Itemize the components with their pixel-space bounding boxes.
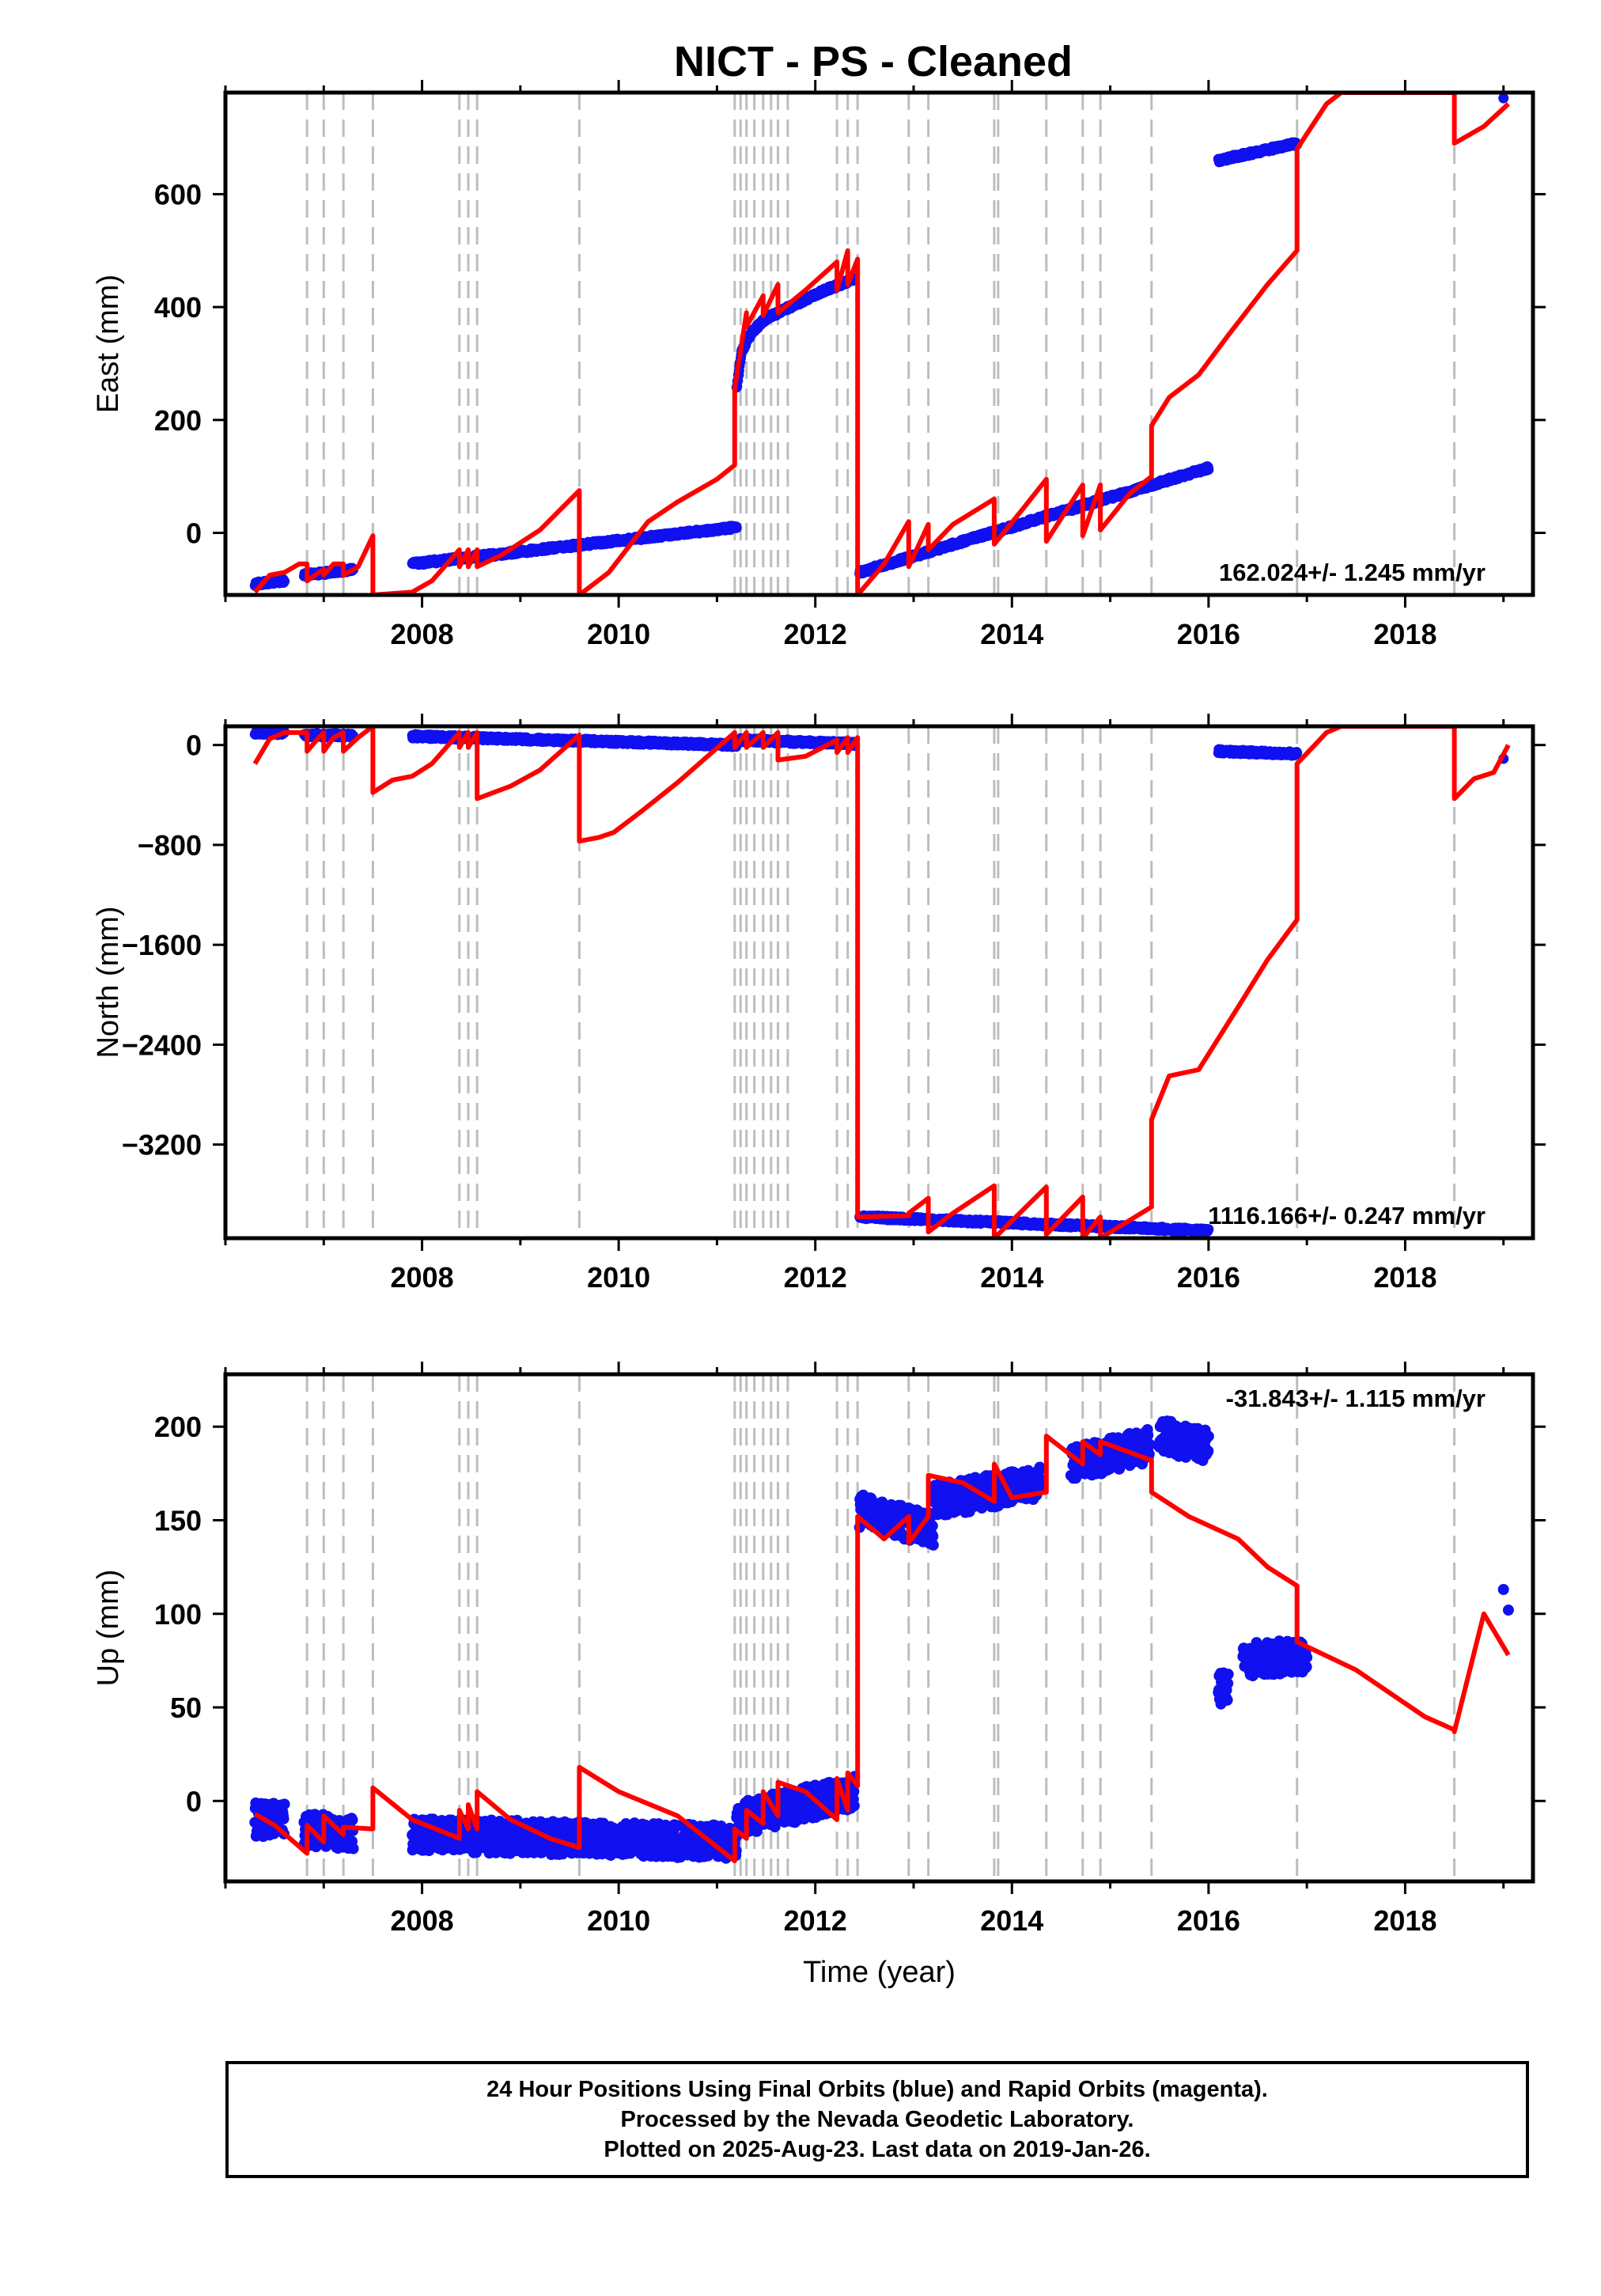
- observation-point: [279, 576, 290, 587]
- up-plot-area: [249, 1374, 1514, 1881]
- observation-point: [731, 522, 742, 533]
- x-tick-label: 2016: [1177, 618, 1240, 650]
- y-tick-label: 0: [186, 517, 202, 550]
- north-ylabel: North (mm): [92, 906, 125, 1058]
- x-tick-label: 2012: [784, 1261, 847, 1294]
- observation-point: [1498, 93, 1509, 104]
- east-rate-label: 162.024+/- 1.245 mm/yr: [1219, 559, 1486, 586]
- y-tick-label: −2400: [122, 1029, 202, 1061]
- y-tick-label: 600: [154, 178, 202, 210]
- x-tick-label: 2016: [1177, 1261, 1240, 1294]
- north-rate-label: 1116.166+/- 0.247 mm/yr: [1208, 1202, 1486, 1229]
- x-tick-label: 2008: [391, 1261, 454, 1294]
- observation-point: [1203, 1224, 1214, 1235]
- north-frame: [223, 724, 1535, 1241]
- observation-point: [278, 1813, 290, 1824]
- panel-east: 2008 2010 2012 2014 2016 2018 0 200 400 600 East (…: [92, 80, 1546, 650]
- y-tick-label: 200: [154, 404, 202, 437]
- observation-point: [1292, 748, 1303, 759]
- observation-point: [278, 1798, 290, 1810]
- panels-group: 2008 2010 2012 2014 2016 2018 0 200 400 600 East (…: [92, 80, 1546, 1989]
- x-tick-label: 2012: [784, 618, 847, 650]
- north-plot-area: [249, 726, 1511, 1238]
- x-tick-label: 2014: [980, 1261, 1043, 1294]
- x-tick-label: 2018: [1373, 618, 1436, 650]
- x-tick-label: 2010: [587, 1261, 650, 1294]
- y-tick-label: 0: [186, 729, 202, 762]
- x-tick-label: 2010: [587, 618, 650, 650]
- x-tick-label: 2018: [1373, 1261, 1436, 1294]
- y-tick-label: −1600: [122, 929, 202, 961]
- east-ylabel: East (mm): [92, 275, 125, 413]
- y-tick-label: −3200: [122, 1129, 202, 1161]
- y-tick-label: 400: [154, 291, 202, 324]
- north-model-line: [252, 726, 1511, 1238]
- panel-north: 2008 2010 2012 2014 2016 2018 0 −800 −1600 −2400 −…: [92, 714, 1546, 1294]
- x-tick-label: 2014: [980, 618, 1043, 650]
- observation-point: [1203, 464, 1214, 475]
- east-model-line: [253, 93, 1510, 595]
- east-plot-area: [249, 93, 1510, 595]
- east-frame: [223, 90, 1535, 597]
- x-tick-label: 2008: [391, 618, 454, 650]
- y-tick-label: −800: [138, 829, 202, 862]
- chart-title: NICT - PS - Cleaned: [674, 38, 1073, 85]
